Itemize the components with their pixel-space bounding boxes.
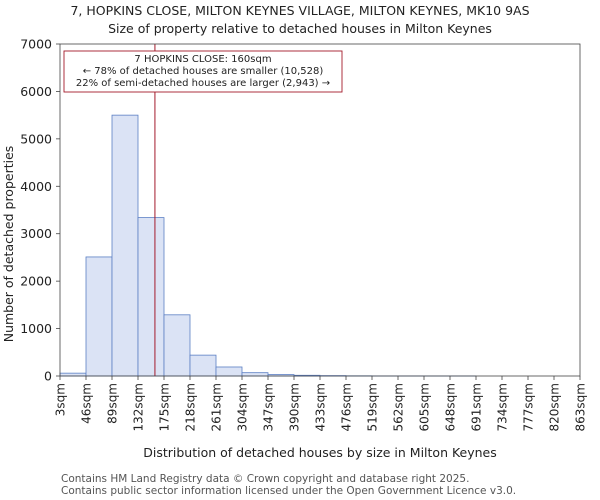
x-tick-label: 562sqm: [392, 383, 406, 431]
x-tick-label: 175sqm: [158, 383, 172, 431]
footer-copyright: Contains HM Land Registry data © Crown c…: [61, 473, 470, 485]
chart-title-address: 7, HOPKINS CLOSE, MILTON KEYNES VILLAGE,…: [70, 3, 530, 18]
footer-licence: Contains public sector information licen…: [61, 485, 517, 497]
x-ticks-group: 3sqm 46sqm 89sqm 132sqm 175sqm 218sqm 261sqm 30…: [54, 376, 588, 431]
y-tick-label: 7000: [20, 37, 52, 52]
histogram-bar: [137, 217, 165, 377]
x-tick-label: 519sqm: [366, 383, 380, 431]
x-tick-label: 304sqm: [236, 383, 250, 431]
y-tick-label: 6000: [20, 84, 52, 99]
histogram-bar: [59, 372, 87, 377]
histogram-bar: [215, 366, 243, 377]
x-tick-label: 390sqm: [288, 383, 302, 431]
y-tick-label: 0: [44, 369, 52, 384]
x-tick-label: 46sqm: [80, 383, 94, 424]
histogram-bar: [189, 354, 217, 377]
x-tick-label: 3sqm: [54, 383, 68, 416]
x-tick-label: 863sqm: [574, 383, 588, 431]
chart-title: Size of property relative to detached ho…: [108, 21, 492, 36]
annotation-box: [63, 50, 343, 93]
annotation-line: ← 78% of detached houses are smaller (10…: [83, 66, 324, 77]
x-tick-label: 218sqm: [184, 383, 198, 431]
annotation-line: 7 HOPKINS CLOSE: 160sqm: [134, 54, 271, 65]
x-tick-label: 132sqm: [132, 383, 146, 431]
x-tick-label: 605sqm: [418, 383, 432, 431]
x-tick-label: 734sqm: [496, 383, 510, 431]
annotation-group: 7 HOPKINS CLOSE: 160sqm← 78% of detached…: [63, 50, 343, 93]
x-tick-label: 777sqm: [522, 383, 536, 431]
y-ticks-group: 0 1000 2000 3000 4000 5000 6000 7000: [20, 37, 60, 384]
bars-group: [59, 114, 477, 377]
x-axis-label: Distribution of detached houses by size …: [143, 445, 497, 460]
y-tick-label: 2000: [20, 274, 52, 289]
histogram-bar: [163, 314, 191, 377]
x-tick-label: 648sqm: [444, 383, 458, 431]
x-tick-label: 89sqm: [106, 383, 120, 424]
x-tick-label: 476sqm: [340, 383, 354, 431]
y-axis-label: Number of detached properties: [1, 146, 16, 343]
y-tick-label: 3000: [20, 226, 52, 241]
annotation-line: 22% of semi-detached houses are larger (…: [76, 78, 330, 89]
y-tick-label: 5000: [20, 131, 52, 146]
y-tick-label: 4000: [20, 179, 52, 194]
x-tick-label: 820sqm: [548, 383, 562, 431]
histogram-bar: [85, 256, 113, 377]
x-tick-label: 691sqm: [470, 383, 484, 431]
x-tick-label: 261sqm: [210, 383, 224, 431]
y-tick-label: 1000: [20, 321, 52, 336]
x-tick-label: 347sqm: [262, 383, 276, 431]
histogram-bar: [241, 372, 269, 377]
histogram-bar: [111, 114, 139, 377]
x-tick-label: 433sqm: [314, 383, 328, 431]
